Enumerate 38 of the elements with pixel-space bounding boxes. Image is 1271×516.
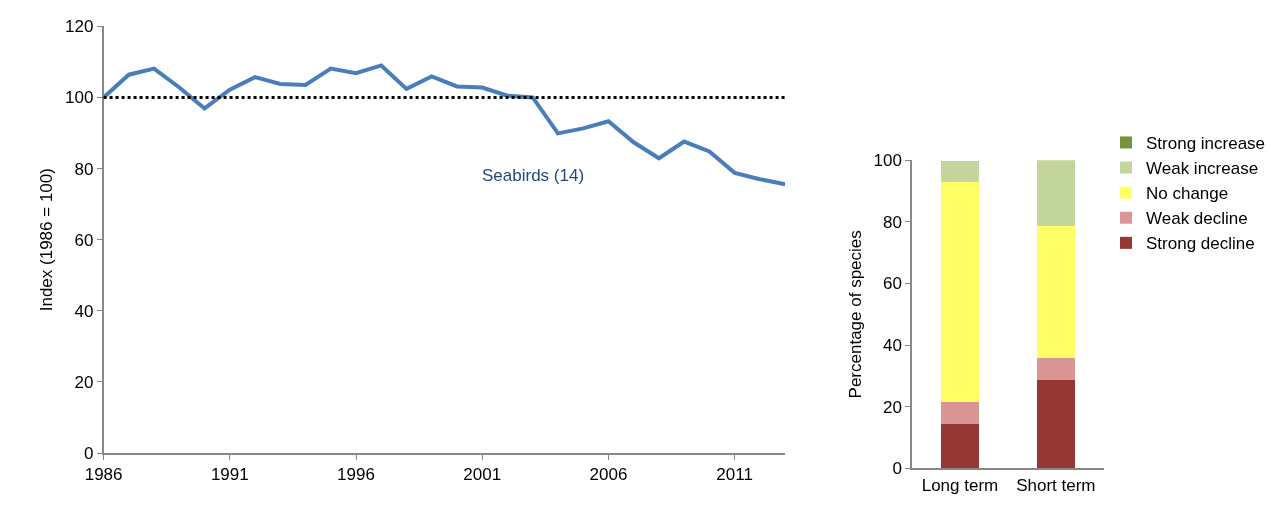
y-tick-label: 60 <box>882 274 902 294</box>
bar <box>940 160 980 183</box>
bar <box>1036 226 1076 359</box>
text: Seabirds (14) <box>482 166 585 185</box>
y-tick-label: 100 <box>873 151 902 171</box>
x-tick-label: Short term <box>1016 475 1096 495</box>
y-tick-label: 20 <box>74 372 94 392</box>
bar <box>940 424 980 469</box>
x-tick-label: 2001 <box>463 465 502 485</box>
x-tick-label: 1996 <box>337 465 375 485</box>
legend-label: Strong increase <box>1146 134 1266 154</box>
y-axis-title: Index (1986 = 100) <box>37 168 57 312</box>
line-series <box>103 63 786 187</box>
y-tick-label: 40 <box>74 301 94 321</box>
y-tick-label: 0 <box>892 459 902 479</box>
x-tick-label: 1991 <box>210 465 249 485</box>
bar <box>1036 160 1076 227</box>
bar <box>1036 358 1076 381</box>
y-tick-label: 20 <box>882 397 902 417</box>
legend-label: Weak increase <box>1146 159 1259 179</box>
x-tick-label: 1986 <box>84 465 123 485</box>
x-tick-label: 2011 <box>716 465 753 485</box>
y-tick-label: 100 <box>65 88 94 108</box>
y-axis-title: Percentage of species <box>845 230 865 399</box>
bar <box>1036 380 1076 469</box>
legend-label: Strong decline <box>1146 234 1255 254</box>
y-tick-label: 0 <box>83 443 94 463</box>
bar <box>940 402 980 425</box>
y-tick-label: 80 <box>74 159 94 179</box>
bar <box>940 182 980 403</box>
y-tick-label: 120 <box>65 17 94 37</box>
x-tick-label: 2006 <box>589 465 628 485</box>
y-tick-label: 40 <box>882 336 902 356</box>
y-tick-label: 80 <box>882 212 902 232</box>
y-tick-label: 60 <box>74 230 94 250</box>
legend-label: No change <box>1146 184 1229 204</box>
legend-label: Weak decline <box>1146 209 1248 229</box>
x-tick-label: Long term <box>921 475 999 495</box>
